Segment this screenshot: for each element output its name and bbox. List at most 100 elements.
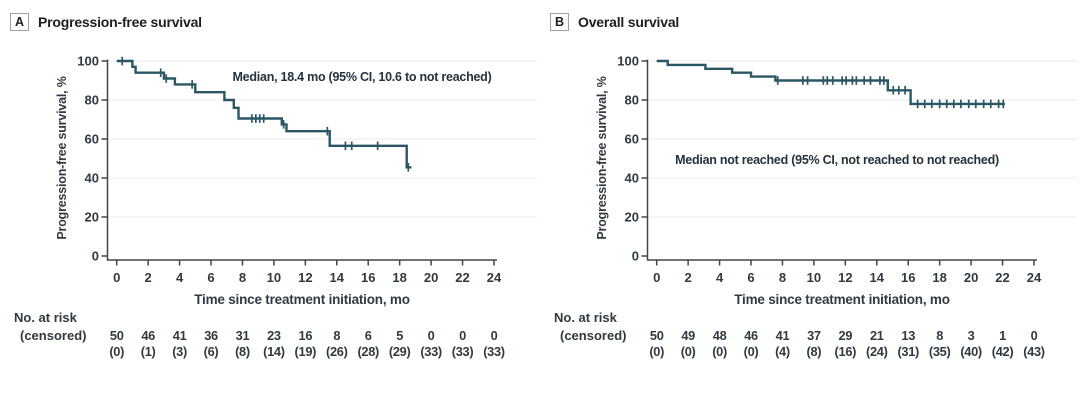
svg-text:12: 12 (838, 270, 852, 285)
y-tick-labels: 0 20 40 60 80 100 (617, 54, 639, 264)
svg-text:4: 4 (716, 270, 724, 285)
panel-a-tag: A (10, 13, 29, 31)
svg-text:0: 0 (491, 328, 498, 343)
svg-text:16: 16 (299, 328, 313, 343)
svg-text:40: 40 (85, 171, 99, 186)
panel-b-header: B Overall survival (550, 13, 679, 31)
axes (101, 59, 497, 266)
svg-text:(6): (6) (204, 344, 219, 359)
panel-b-tag: B (550, 13, 569, 31)
svg-text:46: 46 (744, 328, 758, 343)
svg-text:(8): (8) (807, 344, 822, 359)
svg-text:(3): (3) (172, 344, 187, 359)
svg-text:48: 48 (713, 328, 727, 343)
svg-text:(26): (26) (326, 344, 348, 359)
svg-text:(33): (33) (452, 344, 474, 359)
svg-text:20: 20 (964, 270, 978, 285)
svg-text:(33): (33) (420, 344, 442, 359)
svg-text:29: 29 (839, 328, 853, 343)
x-tick-labels: 0 2 4 6 8 10 12 14 16 18 20 22 24 (653, 270, 1042, 285)
svg-text:(19): (19) (295, 344, 317, 359)
svg-text:10: 10 (807, 270, 821, 285)
svg-text:0: 0 (1031, 328, 1038, 343)
svg-text:(28): (28) (357, 344, 379, 359)
svg-text:(0): (0) (681, 344, 696, 359)
svg-text:14: 14 (330, 270, 345, 285)
svg-text:0: 0 (632, 249, 639, 264)
svg-text:(35): (35) (929, 344, 951, 359)
axes (641, 59, 1037, 266)
svg-text:0: 0 (459, 328, 466, 343)
svg-text:80: 80 (85, 93, 99, 108)
risk-table-label: No. at risk (14, 310, 78, 325)
svg-text:50: 50 (110, 328, 124, 343)
risk-table-censored-label: (censored) (20, 328, 86, 343)
svg-text:20: 20 (625, 210, 639, 225)
y-axis-title: Progression-free survival, % (55, 76, 69, 239)
x-axis-title: Time since treatment initiation, mo (734, 292, 950, 307)
risk-at-risk-row: 50 49 48 46 41 37 29 21 13 8 3 1 0 (650, 328, 1038, 343)
svg-text:14: 14 (870, 270, 885, 285)
svg-text:21: 21 (870, 328, 884, 343)
risk-at-risk-row: 50 46 41 36 31 23 16 8 6 5 0 0 0 (110, 328, 498, 343)
y-axis-title: Progression-free survival, % (595, 76, 609, 239)
median-annotation: Median not reached (95% CI, not reached … (675, 153, 999, 167)
svg-text:49: 49 (681, 328, 695, 343)
svg-text:100: 100 (617, 54, 639, 69)
svg-text:37: 37 (807, 328, 821, 343)
svg-text:0: 0 (113, 270, 120, 285)
svg-text:(0): (0) (109, 344, 124, 359)
svg-text:(0): (0) (649, 344, 664, 359)
panel-overall-survival: B Overall survival 0 2 4 6 8 10 12 14 16 18 20 22 24… (540, 0, 1080, 400)
x-tick-labels: 0 2 4 6 8 10 12 14 16 18 20 22 24 (113, 270, 502, 285)
svg-text:46: 46 (141, 328, 155, 343)
svg-text:31: 31 (236, 328, 250, 343)
svg-text:60: 60 (625, 132, 639, 147)
gridlines (647, 60, 1077, 218)
gridlines (107, 60, 537, 218)
svg-text:60: 60 (85, 132, 99, 147)
svg-text:8: 8 (333, 328, 340, 343)
svg-text:2: 2 (145, 270, 152, 285)
svg-text:50: 50 (650, 328, 664, 343)
svg-text:18: 18 (932, 270, 946, 285)
svg-text:22: 22 (455, 270, 469, 285)
panel-a-title: Progression-free survival (38, 14, 202, 30)
svg-text:1: 1 (999, 328, 1006, 343)
svg-text:41: 41 (173, 328, 187, 343)
svg-text:6: 6 (207, 270, 214, 285)
svg-text:(4): (4) (775, 344, 790, 359)
risk-censored-row: (0) (1) (3) (6) (8) (14) (19) (26) (28) (29) (33) (… (109, 344, 505, 359)
svg-text:(40): (40) (960, 344, 982, 359)
risk-censored-row: (0) (0) (0) (0) (4) (8) (16) (24) (31) (35) (40) (4… (649, 344, 1045, 359)
panel-b-title: Overall survival (578, 14, 680, 30)
svg-text:23: 23 (267, 328, 281, 343)
km-curve (656, 59, 1005, 106)
svg-text:(33): (33) (483, 344, 505, 359)
svg-text:0: 0 (653, 270, 660, 285)
svg-text:4: 4 (176, 270, 184, 285)
svg-text:0: 0 (92, 249, 99, 264)
svg-text:(0): (0) (744, 344, 759, 359)
panel-progression-free-survival: A Progression-free survival 0 2 4 6 8 10 12 14 1… (10, 13, 537, 359)
svg-text:2: 2 (685, 270, 692, 285)
svg-text:(8): (8) (235, 344, 250, 359)
svg-text:80: 80 (625, 93, 639, 108)
risk-table-censored-label: (censored) (560, 328, 626, 343)
svg-text:(24): (24) (866, 344, 888, 359)
svg-text:24: 24 (1027, 270, 1042, 285)
svg-text:40: 40 (625, 171, 639, 186)
svg-text:6: 6 (365, 328, 372, 343)
svg-text:12: 12 (298, 270, 312, 285)
svg-text:8: 8 (239, 270, 246, 285)
svg-text:8: 8 (779, 270, 786, 285)
svg-text:20: 20 (85, 210, 99, 225)
svg-text:13: 13 (901, 328, 915, 343)
svg-text:22: 22 (995, 270, 1009, 285)
svg-text:(42): (42) (992, 344, 1014, 359)
svg-text:36: 36 (204, 328, 218, 343)
svg-text:18: 18 (392, 270, 406, 285)
